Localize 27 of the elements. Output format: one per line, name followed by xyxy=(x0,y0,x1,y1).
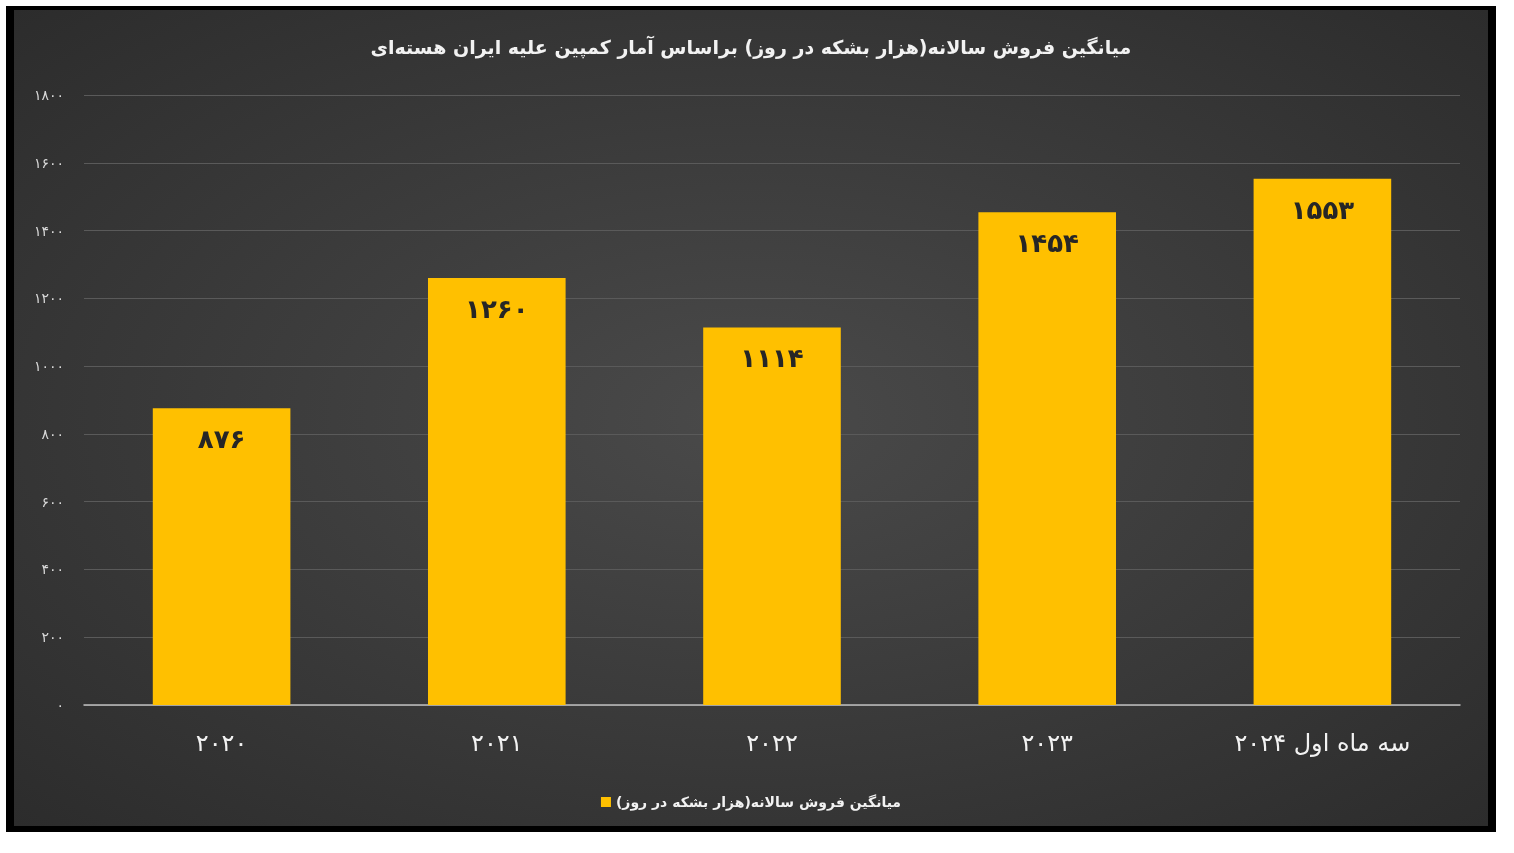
bar xyxy=(428,278,566,705)
y-tick-label: ۴۰۰ xyxy=(41,561,64,578)
data-label: ۸۷۶ xyxy=(197,424,246,455)
y-tick-label: ۱۴۰۰ xyxy=(33,222,64,239)
y-tick-label: ۱۲۰۰ xyxy=(33,290,64,307)
y-tick-label: ۱۶۰۰ xyxy=(33,154,64,171)
y-tick-label: ۱۰۰۰ xyxy=(33,358,64,375)
y-tick-label: ۶۰۰ xyxy=(41,493,64,510)
bar xyxy=(152,408,291,705)
data-label: ۱۱۱۴ xyxy=(740,343,804,374)
y-tick-label: ۸۰۰ xyxy=(41,425,64,442)
data-label: ۱۵۵۳ xyxy=(1290,194,1355,225)
y-tick-label: ۰ xyxy=(56,697,64,713)
legend-label: میانگین فروش سالانه(هزار بشکه در روز) xyxy=(615,794,902,811)
x-tick-label: ۲۰۲۲ xyxy=(746,729,798,757)
bar xyxy=(1253,178,1392,705)
data-label: ۱۲۶۰ xyxy=(465,294,529,324)
bar xyxy=(978,212,1116,705)
x-tick-label: ۲۰۲۳ xyxy=(1021,729,1074,757)
x-tick-label: سه ماه اول ۲۰۲۴ xyxy=(1234,729,1411,757)
y-tick-label: ۲۰۰ xyxy=(41,629,64,646)
chart-title: میانگین فروش سالانه(هزار بشکه در روز) براساس آمار کمپین علیه ایران هسته‌ای xyxy=(370,34,1132,59)
x-tick-label: ۲۰۲۰ xyxy=(195,729,248,757)
bar xyxy=(703,327,841,705)
y-tick-label: ۱۸۰۰ xyxy=(33,87,64,103)
x-tick-label: ۲۰۲۱ xyxy=(471,729,523,757)
data-label: ۱۴۵۴ xyxy=(1015,228,1079,259)
